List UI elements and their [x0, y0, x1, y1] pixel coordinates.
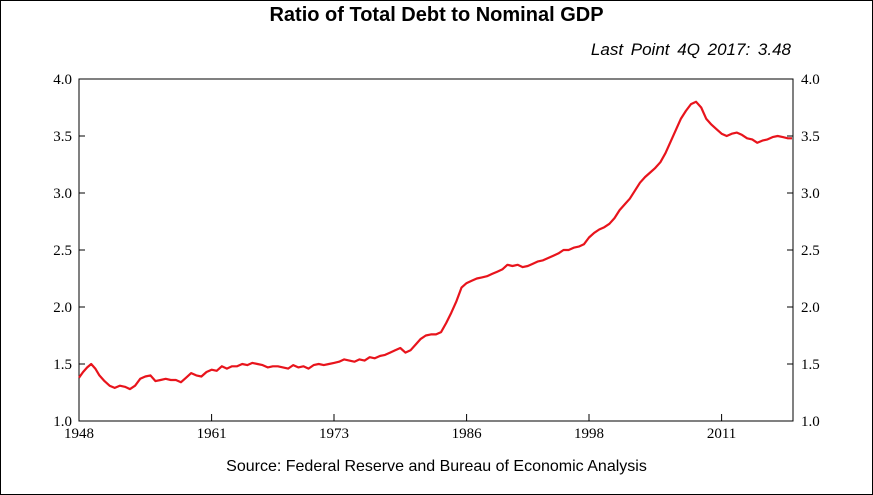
y-tick-label-right: 1.0 — [801, 414, 820, 430]
y-tick-label-right: 2.5 — [801, 243, 820, 259]
y-axis-left: 1.0 1.5 2.0 2.5 3.0 3.5 4.0 — [53, 72, 85, 430]
chart-title: Ratio of Total Debt to Nominal GDP — [269, 4, 604, 26]
y-tick-label-right: 3.0 — [801, 186, 820, 202]
y-tick-label-right: 1.5 — [801, 357, 820, 373]
y-tick-label-left: 3.0 — [53, 186, 72, 202]
x-tick-label: 1973 — [319, 426, 349, 442]
y-tick-label-left: 1.0 — [53, 414, 72, 430]
x-axis: 1948 1961 1973 1986 1998 2011 — [64, 414, 736, 442]
x-tick-label: 1986 — [452, 426, 483, 442]
x-tick-label: 1948 — [64, 426, 94, 442]
y-tick-label-left: 2.0 — [53, 300, 72, 316]
y-tick-label-left: 2.5 — [53, 243, 72, 259]
y-axis-right: 1.0 1.5 2.0 2.5 3.0 3.5 4.0 — [787, 72, 820, 430]
y-tick-label-right: 4.0 — [801, 72, 820, 88]
y-tick-label-right: 2.0 — [801, 300, 820, 316]
y-tick-label-left: 4.0 — [53, 72, 72, 88]
y-tick-label-right: 3.5 — [801, 129, 820, 145]
y-tick-label-left: 3.5 — [53, 129, 72, 145]
x-tick-label: 1961 — [197, 426, 227, 442]
chart-source: Source: Federal Reserve and Bureau of Ec… — [226, 458, 647, 475]
chart-subtitle: Last Point 4Q 2017: 3.48 — [590, 40, 791, 59]
y-tick-label-left: 1.5 — [53, 357, 72, 373]
series-line — [78, 100, 792, 391]
plot-area — [78, 78, 794, 422]
x-tick-label: 1998 — [574, 426, 604, 442]
x-tick-label: 2011 — [707, 426, 736, 442]
